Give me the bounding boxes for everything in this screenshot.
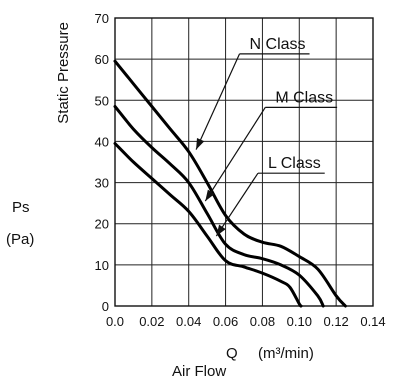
x-axis-label: Q	[226, 345, 238, 362]
leader-line-m-class	[204, 107, 266, 202]
x-tick-label: 0.10	[287, 314, 312, 329]
series-label-l-class: L Class	[268, 155, 321, 172]
y-axis-unit: (Pa)	[6, 231, 34, 248]
plot-frame	[114, 17, 374, 307]
leader-arrows	[195, 53, 338, 237]
x-tick-label: 0.0	[106, 314, 124, 329]
x-axis-unit: (m³/min)	[258, 345, 314, 362]
arrowhead-n-class	[196, 137, 205, 150]
leader-line-l-class	[215, 172, 259, 237]
x-tick-label: 0.08	[250, 314, 275, 329]
curve-n-class	[113, 59, 347, 308]
curves	[113, 59, 347, 308]
curve-m-class	[113, 105, 325, 308]
leader-line-n-class	[195, 53, 241, 150]
x-tick-labels: 0.0 0.02 0.04 0.06 0.08 0.10 0.12 0.14	[106, 314, 386, 329]
y-tick-labels: 0 10 20 30 40 50 60 70	[95, 11, 109, 314]
curve-l-class	[113, 142, 303, 308]
y-tick-label: 0	[102, 299, 109, 314]
arrowhead-m-class	[205, 189, 215, 202]
y-axis-label: Ps	[12, 199, 30, 216]
y-tick-label: 40	[95, 134, 109, 149]
series-label-m-class: M Class	[275, 89, 333, 106]
x-tick-label: 0.04	[176, 314, 201, 329]
grid	[115, 18, 373, 306]
y-tick-label: 70	[95, 11, 109, 26]
x-tick-label: 0.12	[323, 314, 348, 329]
x-tick-label: 0.14	[360, 314, 385, 329]
y-tick-label: 60	[95, 52, 109, 67]
series-label-n-class: N Class	[250, 36, 306, 53]
y-tick-label: 20	[95, 217, 109, 232]
arrowhead-l-class	[216, 224, 226, 237]
x-tick-label: 0.02	[139, 314, 164, 329]
series-labels: N Class M Class L Class	[250, 36, 334, 172]
y-tick-label: 10	[95, 258, 109, 273]
y-tick-label: 50	[95, 93, 109, 108]
y-axis-caption: Static Pressure	[55, 22, 72, 124]
y-tick-label: 30	[95, 176, 109, 191]
x-tick-label: 0.06	[213, 314, 238, 329]
x-axis-caption: Air Flow	[172, 363, 226, 380]
